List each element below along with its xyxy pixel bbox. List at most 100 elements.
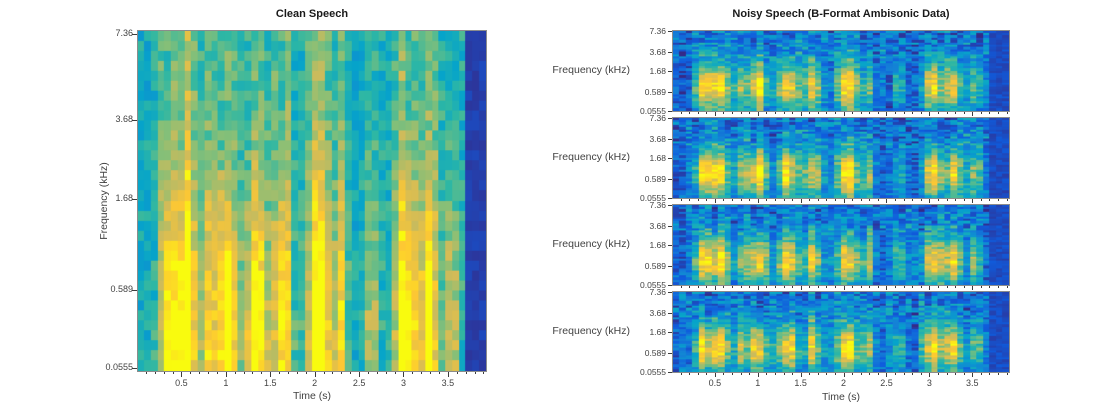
y-tick-mark — [668, 372, 672, 374]
x-tick-mark — [869, 286, 871, 288]
y-tick-mark — [668, 266, 672, 268]
x-tick-mark — [706, 373, 708, 375]
y-tick-mark — [668, 353, 672, 355]
noisy-spectrogram-axes-ch4 — [672, 291, 1010, 373]
x-tick-mark — [774, 112, 776, 114]
x-tick-mark — [886, 373, 888, 377]
x-tick-mark — [749, 373, 751, 375]
x-tick-mark — [456, 372, 458, 374]
x-tick-mark — [732, 112, 734, 114]
x-tick-mark — [749, 199, 751, 201]
x-tick-label: 2.5 — [880, 378, 893, 388]
x-tick-mark — [972, 199, 974, 203]
y-tick-label: 0.589 — [644, 174, 666, 185]
x-tick-mark — [946, 112, 948, 114]
x-tick-mark — [834, 112, 836, 114]
y-tick-label: 3.68 — [649, 133, 666, 144]
x-tick-mark — [199, 372, 201, 374]
x-tick-mark — [1006, 199, 1008, 201]
x-tick-label: 0.5 — [175, 378, 188, 388]
x-tick-mark — [972, 286, 974, 290]
x-tick-mark — [912, 373, 914, 375]
x-tick-mark — [817, 199, 819, 201]
x-tick-mark — [852, 373, 854, 375]
x-tick-mark — [714, 286, 716, 290]
x-tick-mark — [208, 372, 210, 374]
y-tick-label: 7.36 — [649, 25, 666, 36]
x-tick-mark — [412, 372, 414, 374]
x-tick-mark — [877, 373, 879, 375]
x-tick-mark — [421, 372, 423, 374]
x-tick-mark — [937, 112, 939, 114]
y-tick-label: 1.68 — [649, 326, 666, 337]
x-tick-mark — [895, 199, 897, 201]
x-tick-mark — [895, 286, 897, 288]
x-tick-mark — [474, 372, 476, 374]
y-tick-label: 0.0555 — [640, 106, 666, 117]
x-tick-mark — [895, 112, 897, 114]
y-tick-mark — [668, 138, 672, 140]
x-tick-mark — [886, 286, 888, 290]
x-tick-mark — [305, 372, 307, 374]
x-tick-label: 1 — [755, 378, 761, 388]
x-tick-mark — [860, 373, 862, 375]
noisy-spectrogram-image-ch3 — [673, 205, 1009, 285]
x-tick-mark — [680, 286, 682, 288]
x-tick-mark — [792, 286, 794, 288]
x-tick-mark — [323, 372, 325, 374]
x-tick-mark — [792, 373, 794, 375]
y-tick-label: 0.589 — [644, 87, 666, 98]
y-tick-label: 7.36 — [649, 286, 666, 297]
x-tick-mark — [852, 112, 854, 114]
x-tick-mark — [920, 112, 922, 114]
x-tick-mark — [843, 373, 845, 377]
y-tick-mark — [668, 285, 672, 287]
x-tick-mark — [774, 286, 776, 288]
x-tick-mark — [394, 372, 396, 374]
x-tick-mark — [809, 199, 811, 201]
y-tick-mark — [668, 51, 672, 53]
x-tick-mark — [403, 372, 405, 377]
x-tick-mark — [955, 199, 957, 201]
x-tick-label: 0.5 — [708, 378, 722, 388]
noisy-ylabel-ch3: Frequency (kHz) — [552, 238, 630, 250]
noisy-spectrogram-image-ch2 — [673, 118, 1009, 198]
y-tick-mark — [668, 111, 672, 113]
x-tick-mark — [852, 199, 854, 201]
y-tick-mark — [668, 70, 672, 72]
x-tick-mark — [955, 112, 957, 114]
x-tick-mark — [989, 112, 991, 114]
x-tick-mark — [963, 199, 965, 201]
x-tick-label: 2 — [312, 378, 318, 388]
y-tick-mark — [668, 204, 672, 206]
x-tick-mark — [439, 372, 441, 374]
y-tick-mark — [668, 198, 672, 200]
x-tick-label: 3.5 — [965, 378, 979, 388]
x-tick-mark — [783, 286, 785, 288]
x-tick-mark — [749, 112, 751, 114]
noisy-spectrogram-axes-ch2 — [672, 117, 1010, 199]
x-tick-mark — [430, 372, 432, 374]
x-tick-mark — [972, 112, 974, 116]
x-tick-mark — [234, 372, 236, 374]
x-tick-mark — [288, 372, 289, 374]
x-tick-mark — [1006, 373, 1008, 375]
x-tick-label: 3 — [926, 378, 932, 388]
x-tick-mark — [809, 373, 811, 375]
x-tick-mark — [261, 372, 263, 374]
x-tick-mark — [766, 373, 768, 375]
x-tick-mark — [154, 372, 156, 374]
y-tick-mark — [668, 244, 672, 246]
x-tick-mark — [314, 372, 316, 377]
y-tick-mark — [132, 119, 137, 121]
noisy-spectrogram-axes-ch3 — [672, 204, 1010, 286]
x-tick-mark — [903, 373, 905, 375]
x-tick-mark — [980, 112, 982, 114]
x-tick-mark — [963, 373, 965, 375]
x-tick-mark — [447, 372, 449, 377]
x-tick-mark — [912, 112, 914, 114]
y-tick-mark — [668, 331, 672, 333]
x-tick-mark — [243, 372, 245, 374]
y-tick-label: 3.68 — [115, 113, 133, 124]
y-tick-mark — [668, 92, 672, 94]
